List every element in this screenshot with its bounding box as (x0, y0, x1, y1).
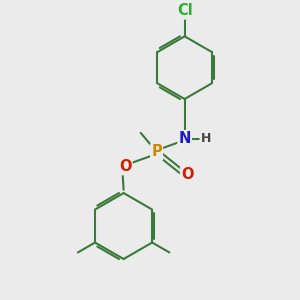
Text: O: O (181, 167, 194, 182)
Text: O: O (119, 159, 131, 174)
Text: P: P (151, 144, 162, 159)
Text: Cl: Cl (177, 3, 193, 18)
Text: H: H (201, 132, 211, 145)
Text: N: N (178, 131, 191, 146)
